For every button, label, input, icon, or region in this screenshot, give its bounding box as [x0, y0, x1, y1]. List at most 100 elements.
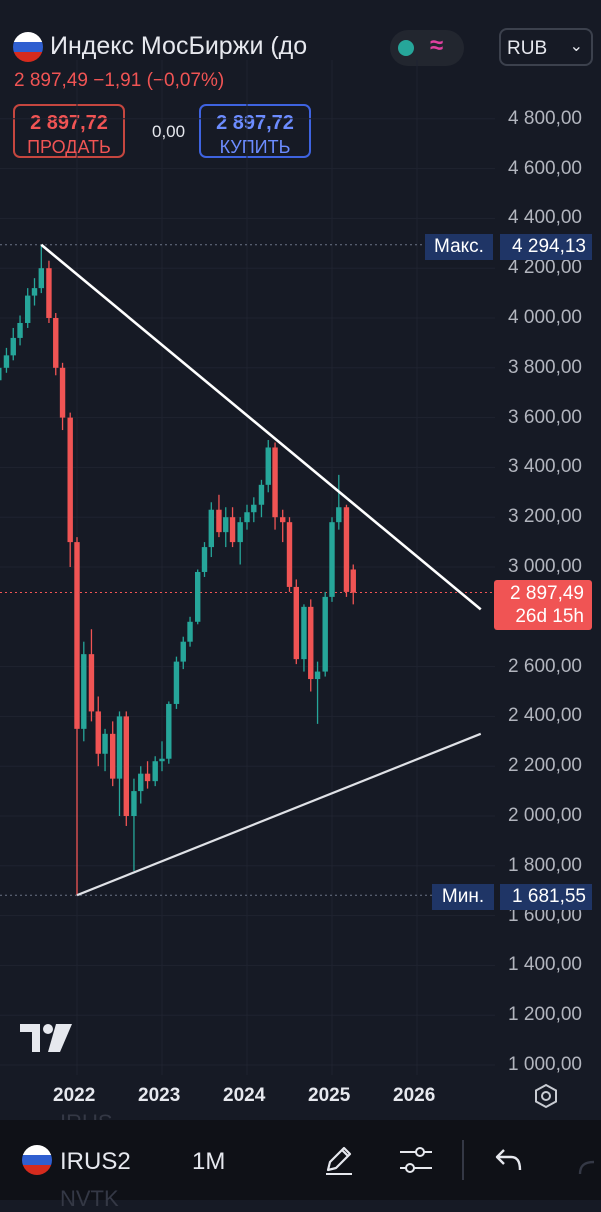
candle — [38, 244, 44, 294]
candle — [343, 504, 350, 597]
candle — [173, 656, 180, 709]
y-tick-label: 2 200,00 — [508, 755, 582, 777]
candle-body — [152, 761, 158, 782]
candle — [308, 599, 314, 692]
candle-body — [123, 716, 129, 816]
candle — [350, 564, 356, 605]
candle — [3, 347, 10, 373]
candle — [293, 579, 299, 665]
candle — [123, 711, 129, 826]
y-tick-label: 1 000,00 — [508, 1054, 582, 1075]
candle-body — [46, 268, 52, 318]
x-tick-label: 2026 — [393, 1085, 436, 1106]
candle-body — [67, 417, 73, 543]
candle — [95, 696, 101, 767]
undo-icon[interactable] — [494, 1146, 524, 1174]
candle-body — [286, 522, 293, 587]
bottom-toolbar: IRUS2 1M — [0, 1120, 601, 1200]
candle-body — [144, 773, 151, 782]
currency-select[interactable]: RUB ⌄ — [499, 28, 593, 66]
candle — [152, 756, 158, 787]
candle-body — [208, 509, 214, 548]
x-tick-label: 2025 — [308, 1085, 351, 1106]
ascending-trendline — [76, 732, 482, 897]
candle-body — [223, 517, 229, 533]
candle — [88, 629, 95, 722]
y-tick-label: 3 200,00 — [508, 506, 582, 528]
candle — [46, 260, 52, 323]
last-price: 2 897,49 — [510, 583, 584, 604]
trendlines — [40, 243, 482, 897]
max-value: 4 294,13 — [500, 234, 592, 260]
redo-icon[interactable] — [574, 1154, 601, 1176]
candle — [131, 778, 137, 871]
pencil-icon[interactable] — [322, 1142, 356, 1176]
candle — [10, 327, 16, 361]
descending-trendline — [40, 243, 482, 611]
indicators-sliders-icon[interactable] — [398, 1144, 434, 1176]
y-tick-label: 1 800,00 — [508, 854, 582, 876]
candle-body — [314, 671, 321, 680]
toolbar-divider — [462, 1140, 464, 1180]
candle-body — [131, 791, 137, 816]
candle-body — [195, 571, 201, 622]
sell-button[interactable]: 2 897,72 ПРОДАТЬ — [13, 104, 125, 158]
candle — [102, 728, 108, 772]
candle — [81, 641, 87, 742]
candle-body — [187, 621, 193, 642]
candle — [110, 721, 116, 787]
candle — [208, 502, 214, 558]
x-tick-label: 2023 — [138, 1085, 181, 1106]
y-tick-label: 1 200,00 — [508, 1004, 582, 1026]
candle-body — [116, 716, 123, 779]
y-tick-label: 3 800,00 — [508, 356, 582, 378]
y-tick-label: 2 000,00 — [508, 805, 582, 826]
candles — [0, 244, 356, 896]
candle — [59, 362, 66, 431]
y-tick-label: 4 400,00 — [508, 207, 582, 229]
candle-body — [3, 355, 10, 368]
candle — [301, 604, 307, 672]
candle-body — [265, 447, 271, 485]
interval-button[interactable]: 1M — [192, 1148, 226, 1175]
candle-body — [251, 504, 257, 513]
sell-price: 2 897,72 — [30, 112, 108, 134]
wave-icon: ≈ — [430, 32, 444, 59]
candle-body — [95, 711, 101, 754]
market-open-icon — [398, 40, 414, 56]
chevron-down-icon: ⌄ — [569, 38, 583, 55]
candle — [17, 315, 23, 346]
candle-body — [280, 517, 286, 523]
candle — [314, 661, 321, 724]
candle — [322, 591, 328, 677]
settings-gear-icon[interactable] — [533, 1083, 559, 1109]
candle-body — [308, 606, 314, 680]
candle — [272, 442, 278, 530]
candle-body — [272, 447, 278, 518]
candle — [138, 766, 144, 804]
symbol-title[interactable]: Индекс МосБиржи (до — [50, 32, 308, 60]
y-tick-label: 4 200,00 — [508, 257, 582, 279]
candle — [31, 278, 38, 306]
candle-body — [138, 773, 144, 792]
candle-body — [10, 337, 16, 356]
candle-body — [343, 507, 350, 592]
buy-price: 2 897,72 — [216, 112, 294, 134]
candle-body — [81, 654, 87, 729]
candle — [53, 313, 59, 376]
last-price-tag: 2 897,49 26d 15h — [494, 580, 592, 630]
candle — [251, 497, 257, 523]
candle-body — [25, 295, 31, 323]
candle — [258, 479, 265, 518]
buy-button[interactable]: 2 897,72 КУПИТЬ — [199, 104, 311, 158]
candle — [265, 440, 271, 493]
candle-body — [301, 606, 307, 660]
candle-body — [322, 596, 328, 672]
max-label: Макс. — [425, 234, 493, 260]
candle-body — [173, 661, 180, 704]
candle — [336, 474, 342, 530]
symbol-button[interactable]: IRUS2 — [60, 1148, 131, 1175]
candle — [166, 701, 172, 764]
candle — [216, 494, 222, 538]
candle-body — [110, 733, 116, 779]
